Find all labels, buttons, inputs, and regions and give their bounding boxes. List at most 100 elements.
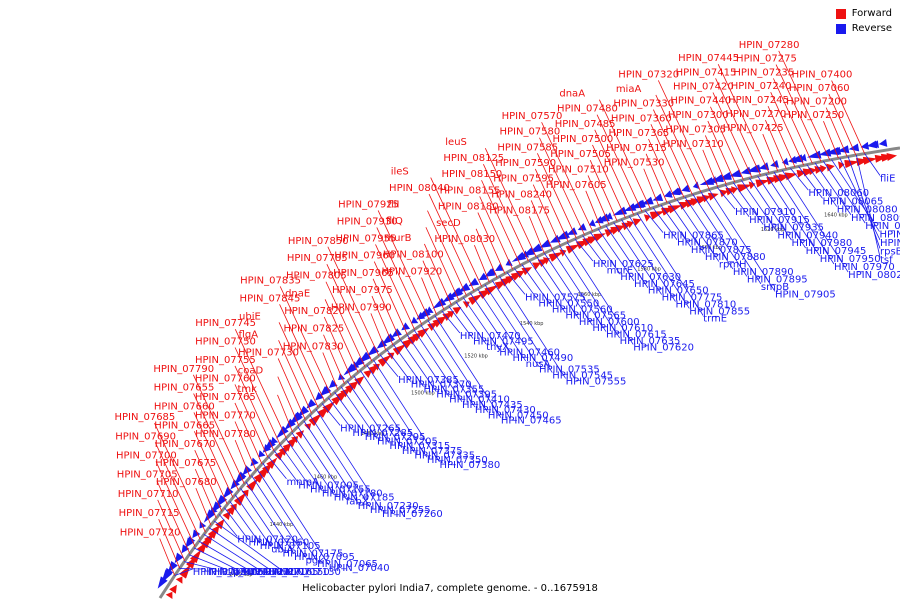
forward-gene-label: HPIN_07605	[546, 180, 607, 191]
label-leader-line	[322, 352, 339, 390]
label-leader-line	[537, 153, 577, 239]
reverse-feature	[740, 166, 752, 175]
label-leader-line	[234, 440, 251, 478]
forward-feature	[643, 214, 651, 222]
forward-gene-label: HPIN_07310	[663, 139, 724, 150]
reverse-gene-label: rpsB	[880, 246, 900, 257]
label-leader-line	[428, 193, 475, 292]
reverse-gene-label: HPIN_07410	[449, 395, 510, 406]
label-leader-line	[386, 349, 412, 382]
label-leader-line	[707, 120, 736, 183]
label-leader-line	[599, 99, 651, 209]
forward-feature	[532, 262, 542, 270]
label-leader-line	[234, 402, 263, 465]
forward-feature	[826, 163, 835, 172]
label-leader-line	[256, 469, 318, 562]
forward-gene-label: HPIN_07305	[665, 124, 726, 135]
forward-feature	[392, 343, 407, 356]
forward-feature	[447, 311, 455, 318]
forward-gene-label: flgA	[239, 329, 259, 340]
label-leader-line	[650, 124, 685, 198]
reverse-gene-label: HPIN_08065	[823, 196, 884, 207]
label-leader-line	[741, 180, 778, 233]
forward-gene-label: HPIN_07245	[728, 95, 789, 106]
label-leader-line	[605, 225, 649, 288]
reverse-gene-label: HPIN_07545	[552, 371, 613, 382]
kbp-ticks: 1420 kbp 1440 kbp 1460 kbp 1480 kbp 1500 kbp…	[229, 212, 848, 578]
label-leader-line	[528, 216, 545, 254]
label-leader-line	[360, 370, 415, 453]
forward-feature	[559, 249, 567, 257]
kbp-tick-label: 1440 kbp	[270, 522, 294, 528]
label-leader-line	[773, 78, 813, 164]
label-leader-line	[470, 292, 513, 356]
reverse-gene-label: HPIN_08115	[865, 221, 900, 232]
reverse-feature	[458, 282, 471, 293]
forward-feature	[165, 591, 173, 599]
label-leader-line	[194, 450, 223, 512]
forward-gene-label: HPIN_07755	[195, 355, 256, 366]
label-leader-line	[366, 364, 428, 458]
reverse-gene-label: clpX	[225, 567, 247, 578]
forward-gene-label: HPIN_07580	[499, 127, 560, 138]
label-leader-line	[692, 194, 748, 277]
label-leader-line	[224, 507, 249, 540]
reverse-feature	[511, 251, 527, 262]
label-leader-line	[592, 144, 626, 219]
label-leader-line	[234, 421, 257, 471]
label-leader-line	[430, 177, 483, 287]
forward-feature	[266, 457, 278, 470]
reverse-gene-label: trmE	[703, 313, 727, 324]
forward-feature	[354, 376, 365, 386]
label-leader-line	[530, 200, 553, 250]
reverse-feature	[315, 392, 324, 401]
label-leader-line	[422, 260, 445, 310]
label-leader-line	[710, 106, 744, 180]
label-leader-line	[156, 480, 191, 554]
reverse-gene-label: HPIN_08160	[880, 238, 900, 249]
reverse-gene-label: HPIN_07560	[552, 305, 613, 316]
reverse-gene-label: HPIN_07335	[414, 450, 475, 461]
forward-gene-label: HPIN_07925	[338, 199, 399, 210]
label-leader-line	[474, 245, 490, 283]
reverse-feature	[560, 230, 570, 238]
forward-feature	[719, 189, 729, 198]
reverse-gene-label: HPIN_07175	[283, 548, 344, 559]
reverse-feature	[250, 457, 259, 467]
label-leader-line	[585, 190, 602, 228]
label-leader-line	[393, 344, 424, 387]
kbp-tick-label: 1600 kbp	[698, 245, 722, 251]
label-leader-line	[297, 426, 347, 499]
label-leader-line	[373, 261, 408, 335]
reverse-feature	[663, 190, 673, 198]
reverse-feature	[818, 148, 832, 157]
label-leader-line	[589, 231, 621, 275]
reverse-feature	[522, 247, 536, 257]
label-leader-line	[324, 299, 359, 373]
forward-gene-label: HPIN_07510	[548, 164, 609, 175]
label-leader-line	[303, 420, 359, 503]
forward-gene-label: HPIN_07250	[783, 110, 844, 121]
reverse-gene-label: mnmA	[286, 477, 319, 488]
label-leader-line	[781, 169, 849, 273]
forward-feature	[179, 564, 191, 579]
label-leader-line	[268, 456, 287, 480]
label-leader-line	[198, 540, 248, 570]
label-leader-line	[566, 242, 634, 345]
legend-reverse: Reverse	[835, 23, 892, 34]
reverse-feature	[478, 272, 488, 281]
reverse-gene-label: HPIN_07350	[427, 455, 488, 466]
legend-forward-label: Forward	[851, 8, 892, 19]
reverse-gene-label: HPIN_07895	[747, 274, 808, 285]
label-leader-line	[484, 284, 540, 367]
reverse-gene-label: HPIN_07620	[633, 342, 694, 353]
label-leader-line	[536, 256, 580, 320]
label-leader-line	[273, 450, 299, 483]
label-leader-line	[277, 376, 300, 426]
forward-gene-label: HPIN_07585	[497, 142, 558, 153]
forward-feature	[175, 576, 183, 584]
label-leader-line	[427, 320, 489, 413]
reverse-feature	[494, 263, 504, 272]
reverse-gene-label: HPIN_07810	[675, 299, 736, 310]
